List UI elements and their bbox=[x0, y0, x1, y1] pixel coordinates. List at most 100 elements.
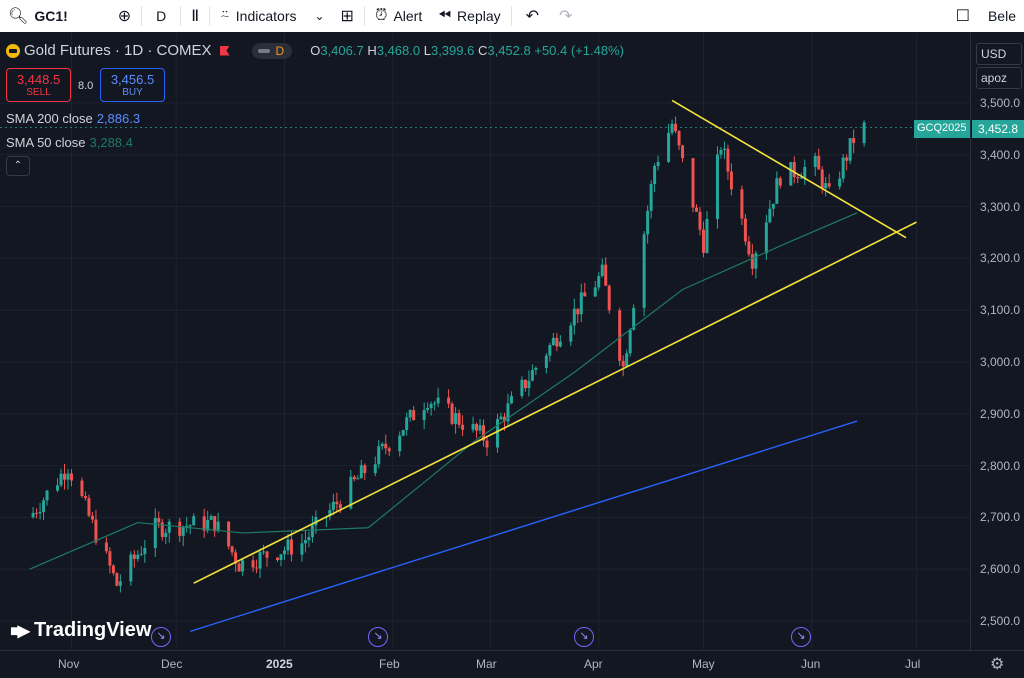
high-value: 3,468.0 bbox=[376, 43, 421, 58]
candle-body bbox=[625, 353, 629, 367]
alert-label: Alert bbox=[393, 8, 423, 24]
candle-body bbox=[262, 551, 266, 553]
sma50-legend[interactable]: SMA 50 close 3,288.4 bbox=[6, 135, 133, 150]
grid-icon: ⊞ bbox=[340, 8, 354, 25]
sma200-value: 2,886.3 bbox=[96, 111, 141, 126]
candle-body bbox=[817, 155, 821, 170]
candle-body bbox=[132, 554, 136, 559]
buy-button[interactable]: 3,456.5 BUY bbox=[100, 68, 165, 102]
candle-body bbox=[115, 573, 119, 586]
candle-body bbox=[862, 122, 866, 144]
buy-label: BUY bbox=[122, 87, 143, 98]
alert-button[interactable]: ⏰︎ Alert bbox=[367, 0, 430, 32]
candle-body bbox=[108, 551, 112, 566]
candle-body bbox=[436, 397, 440, 404]
candle-body bbox=[628, 329, 632, 354]
sell-label: SELL bbox=[26, 87, 51, 98]
candle-body bbox=[31, 512, 35, 518]
sell-button[interactable]: 3,448.5 SELL bbox=[6, 68, 71, 102]
candle-body bbox=[670, 123, 674, 133]
candle-body bbox=[66, 473, 70, 480]
divider bbox=[180, 6, 182, 26]
sma200-label: SMA 200 close bbox=[6, 111, 93, 126]
event-marker-icon[interactable]: ↘ bbox=[368, 627, 388, 647]
candle-body bbox=[447, 397, 451, 404]
candle-body bbox=[356, 478, 360, 480]
candle-body bbox=[118, 581, 122, 586]
divider bbox=[363, 6, 365, 26]
watchlist-toggle[interactable]: ☐ Bele bbox=[948, 0, 1024, 32]
candle-body bbox=[384, 443, 388, 449]
close-value: 3,452.8 bbox=[487, 43, 531, 58]
symbol-search[interactable]: 🔍︎ GC1! bbox=[0, 0, 76, 32]
candle-body bbox=[251, 560, 255, 568]
candle-body bbox=[234, 552, 238, 564]
candle-body bbox=[303, 540, 307, 544]
status-bar-icon bbox=[257, 48, 270, 53]
candle-body bbox=[482, 425, 486, 441]
scale-mode-select[interactable]: apoz bbox=[976, 67, 1022, 89]
compare-button[interactable]: ⊕ bbox=[110, 0, 139, 32]
candle-body bbox=[729, 171, 733, 190]
candle-body bbox=[740, 189, 744, 219]
candle-body bbox=[656, 161, 660, 166]
scale-mode-label: apoz bbox=[981, 71, 1008, 85]
candle-body bbox=[852, 138, 856, 144]
candle-body bbox=[349, 476, 353, 509]
price-tick-label: 3,000.0 bbox=[980, 355, 1021, 369]
candle-body bbox=[188, 525, 192, 527]
add-symbol-icon: ⊕ bbox=[117, 8, 132, 25]
candle-body bbox=[838, 178, 842, 187]
time-axis[interactable] bbox=[0, 650, 1024, 678]
collapse-legend-button[interactable]: ⌃ bbox=[6, 156, 30, 176]
event-marker-icon[interactable]: ↘ bbox=[791, 627, 811, 647]
sma200-legend[interactable]: SMA 200 close 2,886.3 bbox=[6, 111, 140, 126]
candle-body bbox=[255, 567, 259, 569]
chart-title[interactable]: Gold Futures · 1D · COMEX bbox=[24, 42, 212, 59]
redo-button[interactable]: ↷ bbox=[551, 0, 580, 32]
interval-button[interactable]: D bbox=[144, 0, 178, 32]
time-tick-label: Feb bbox=[379, 657, 400, 671]
candle-body bbox=[206, 519, 210, 531]
candle-body bbox=[544, 355, 548, 368]
candle-body bbox=[551, 337, 555, 346]
low-key: L bbox=[423, 43, 431, 58]
candle-body bbox=[237, 563, 241, 572]
currency-select[interactable]: USD bbox=[976, 43, 1022, 65]
price-tick-label: 2,800.0 bbox=[980, 458, 1021, 473]
time-tick-label: May bbox=[692, 657, 715, 671]
candle-body bbox=[422, 410, 426, 421]
candle-body bbox=[181, 526, 185, 536]
indicators-button[interactable]: ⍨ Indicators ⌄ bbox=[212, 0, 332, 32]
candle-body bbox=[824, 183, 828, 189]
event-marker-icon[interactable]: ↘ bbox=[574, 627, 594, 647]
checkbox-icon: ☐ bbox=[955, 8, 970, 25]
gear-icon[interactable]: ⚙ bbox=[990, 656, 1005, 673]
candle-body bbox=[241, 560, 245, 572]
price-chart[interactable] bbox=[0, 33, 970, 650]
replay-button[interactable]: ⏪︎ Replay bbox=[430, 0, 508, 32]
candle-body bbox=[621, 360, 625, 367]
candle-body bbox=[164, 532, 168, 538]
candle-body bbox=[202, 516, 206, 531]
flag-icon[interactable] bbox=[219, 45, 230, 56]
price-tick-label: 3,400.0 bbox=[980, 147, 1021, 162]
divider bbox=[510, 6, 512, 26]
candle-body bbox=[841, 157, 845, 179]
event-marker-icon[interactable]: ↘ bbox=[151, 627, 171, 647]
layouts-button[interactable]: ⊞ bbox=[333, 0, 362, 32]
candle-body bbox=[129, 554, 133, 582]
candle-body bbox=[143, 548, 147, 554]
candle-body bbox=[667, 132, 671, 162]
candle-body bbox=[509, 395, 513, 404]
candle-body bbox=[726, 148, 730, 172]
candle-body bbox=[80, 480, 84, 497]
chart-type-button[interactable]: Ⅱ bbox=[183, 0, 207, 32]
top-toolbar: 🔍︎ GC1! ⊕ D Ⅱ ⍨ Indicators ⌄ ⊞ ⏰︎ Alert … bbox=[0, 0, 1024, 32]
candle-body bbox=[328, 509, 332, 517]
chevron-up-icon: ⌃ bbox=[13, 160, 23, 171]
market-status-badge[interactable]: D bbox=[251, 42, 293, 59]
candle-body bbox=[377, 446, 381, 465]
candle-body bbox=[42, 500, 46, 513]
undo-button[interactable]: ↶ bbox=[514, 0, 551, 32]
